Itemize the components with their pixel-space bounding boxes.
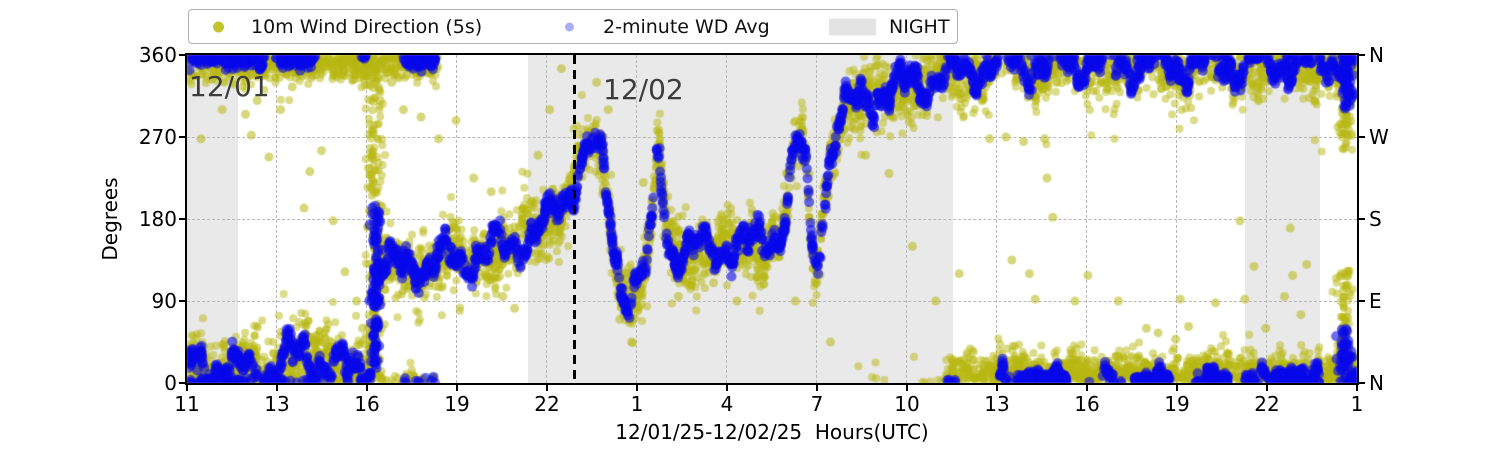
legend-night-patch-icon bbox=[829, 18, 876, 35]
legend-label-wind-direction: 10m Wind Direction (5s) bbox=[251, 15, 483, 38]
y-tick-mark-right bbox=[1357, 300, 1365, 302]
x-tick-label: 1 bbox=[630, 392, 644, 416]
legend-label-night: NIGHT bbox=[889, 15, 950, 38]
y-tick-mark-right bbox=[1357, 218, 1365, 220]
x-tick-mark bbox=[186, 383, 188, 391]
x-tick-label: 11 bbox=[174, 392, 200, 416]
y-tick-mark-left bbox=[179, 300, 187, 302]
y-tick-label-compass: N bbox=[1369, 371, 1384, 395]
y-tick-mark-left bbox=[179, 382, 187, 384]
y-tick-label-compass: N bbox=[1369, 43, 1384, 67]
x-tick-mark bbox=[1086, 383, 1088, 391]
x-tick-label: 16 bbox=[1074, 392, 1100, 416]
y-tick-label-compass: W bbox=[1369, 125, 1389, 149]
x-tick-mark bbox=[996, 383, 998, 391]
y-tick-mark-right bbox=[1357, 54, 1365, 56]
x-tick-label: 22 bbox=[1254, 392, 1280, 416]
legend-blue-dot-icon bbox=[565, 22, 574, 31]
x-tick-mark bbox=[906, 383, 908, 391]
x-tick-mark bbox=[726, 383, 728, 391]
x-tick-mark bbox=[366, 383, 368, 391]
y-tick-mark-right bbox=[1357, 382, 1365, 384]
x-tick-label: 13 bbox=[984, 392, 1010, 416]
annotation-date-1201: 12/01 bbox=[189, 70, 270, 103]
annotation-date-1202: 12/02 bbox=[603, 73, 684, 106]
x-tick-mark bbox=[276, 383, 278, 391]
midnight-divider-line bbox=[573, 55, 577, 383]
y-tick-label-degrees: 180 bbox=[138, 207, 177, 231]
x-tick-mark bbox=[1266, 383, 1268, 391]
x-tick-label: 4 bbox=[720, 392, 734, 416]
x-tick-label: 19 bbox=[1164, 392, 1190, 416]
x-tick-label: 7 bbox=[810, 392, 824, 416]
y-tick-mark-left bbox=[179, 136, 187, 138]
y-tick-mark-right bbox=[1357, 136, 1365, 138]
x-tick-label: 1 bbox=[1350, 392, 1364, 416]
legend: 10m Wind Direction (5s) 2-minute WD Avg … bbox=[188, 9, 958, 44]
y-tick-label-degrees: 90 bbox=[151, 289, 177, 313]
x-tick-label: 16 bbox=[354, 392, 380, 416]
x-tick-mark bbox=[1176, 383, 1178, 391]
y-tick-label-degrees: 0 bbox=[164, 371, 177, 395]
x-tick-label: 22 bbox=[534, 392, 560, 416]
x-tick-mark bbox=[546, 383, 548, 391]
x-axis-title: 12/01/25-12/02/25 Hours(UTC) bbox=[615, 420, 929, 444]
legend-label-wd-avg: 2-minute WD Avg bbox=[603, 15, 770, 38]
x-tick-label: 13 bbox=[264, 392, 290, 416]
y-tick-label-compass: E bbox=[1369, 289, 1382, 313]
x-tick-label: 19 bbox=[444, 392, 470, 416]
y-tick-label-degrees: 360 bbox=[138, 43, 177, 67]
x-tick-mark bbox=[456, 383, 458, 391]
y-tick-label-compass: S bbox=[1369, 207, 1382, 231]
y-tick-label-degrees: 270 bbox=[138, 125, 177, 149]
y-tick-mark-left bbox=[179, 218, 187, 220]
x-tick-mark bbox=[1356, 383, 1358, 391]
x-tick-mark bbox=[636, 383, 638, 391]
legend-yellow-dot-icon bbox=[213, 21, 224, 32]
x-tick-mark bbox=[816, 383, 818, 391]
y-tick-mark-left bbox=[179, 54, 187, 56]
x-tick-label: 10 bbox=[894, 392, 920, 416]
